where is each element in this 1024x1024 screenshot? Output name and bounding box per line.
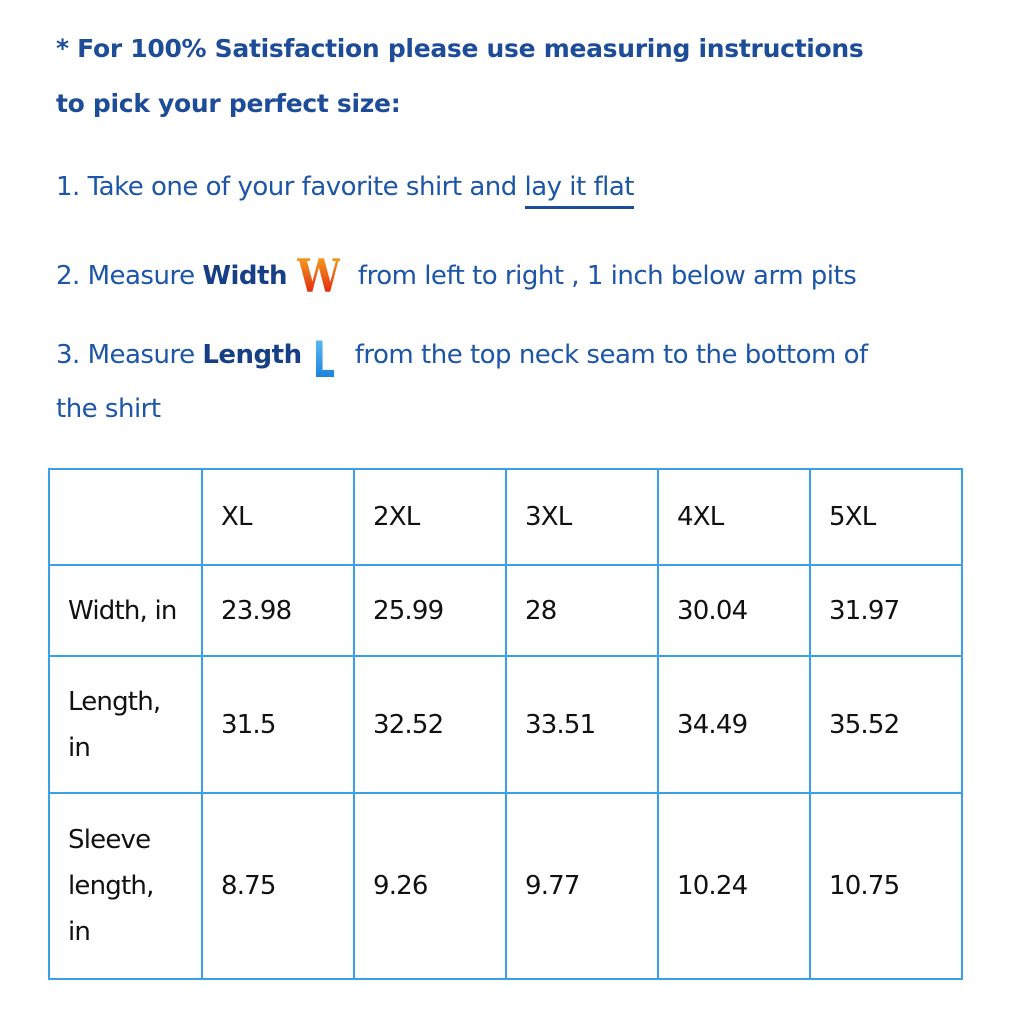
header-cell: 2XL bbox=[352, 468, 507, 566]
heading-line-1: * For 100% Satisfaction please use measu… bbox=[56, 34, 864, 63]
step-3-text: 3. Measure bbox=[56, 340, 203, 370]
lay-it-flat-link[interactable]: lay it flat bbox=[524, 172, 634, 209]
step-3-continued: the shirt bbox=[56, 394, 161, 424]
cell: 10.24 bbox=[656, 792, 811, 980]
cell: 31.97 bbox=[808, 564, 964, 657]
row-label: Length, in bbox=[48, 655, 203, 794]
cell: 25.99 bbox=[352, 564, 507, 657]
header-cell: 3XL bbox=[504, 468, 659, 566]
header-cell: 4XL bbox=[656, 468, 811, 566]
cell: 8.75 bbox=[200, 792, 355, 980]
step-2-text: 2. Measure bbox=[56, 261, 203, 291]
length-label: Length bbox=[202, 340, 302, 370]
cell: 33.51 bbox=[504, 655, 659, 794]
table-row: Width, in 23.98 25.99 28 30.04 31.97 bbox=[48, 564, 964, 657]
header-cell bbox=[48, 468, 203, 566]
cell: 28 bbox=[504, 564, 659, 657]
cell: 30.04 bbox=[656, 564, 811, 657]
cell: 34.49 bbox=[656, 655, 811, 794]
width-w-icon: W bbox=[296, 249, 341, 303]
step-3: 3. Measure Length L from the top neck sea… bbox=[56, 331, 868, 389]
cell: 32.52 bbox=[352, 655, 507, 794]
cell: 10.75 bbox=[808, 792, 964, 980]
cell: 23.98 bbox=[200, 564, 355, 657]
cell: 9.77 bbox=[504, 792, 659, 980]
table-row: Sleeve length, in 8.75 9.26 9.77 10.24 1… bbox=[48, 792, 964, 980]
table-row: Length, in 31.5 32.52 33.51 34.49 35.52 bbox=[48, 655, 964, 794]
length-l-icon: L bbox=[312, 331, 335, 389]
size-table: XL 2XL 3XL 4XL 5XL Width, in 23.98 25.99… bbox=[48, 468, 964, 980]
table-header-row: XL 2XL 3XL 4XL 5XL bbox=[48, 468, 964, 566]
step-2-rest: from left to right , 1 inch below arm pi… bbox=[350, 261, 857, 291]
step-3-rest: from the top neck seam to the bottom of bbox=[346, 340, 868, 370]
step-1: 1. Take one of your favorite shirt and l… bbox=[56, 172, 634, 209]
header-cell: XL bbox=[200, 468, 355, 566]
width-label: Width bbox=[202, 261, 287, 291]
row-label: Width, in bbox=[48, 564, 203, 657]
row-label: Sleeve length, in bbox=[48, 792, 203, 980]
cell: 9.26 bbox=[352, 792, 507, 980]
cell: 35.52 bbox=[808, 655, 964, 794]
header-cell: 5XL bbox=[808, 468, 964, 566]
cell: 31.5 bbox=[200, 655, 355, 794]
heading-line-2: to pick your perfect size: bbox=[56, 89, 401, 118]
step-2: 2. Measure Width W from left to right , 1… bbox=[56, 249, 857, 303]
step-1-text: 1. Take one of your favorite shirt and bbox=[56, 172, 525, 202]
